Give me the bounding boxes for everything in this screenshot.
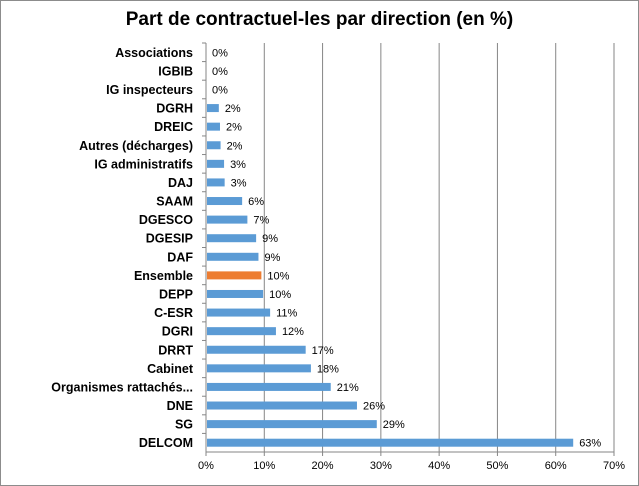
- bar: [207, 122, 220, 131]
- data-label: 2%: [227, 140, 243, 152]
- category-label: DGRI: [162, 325, 193, 339]
- category-label: IG administratifs: [94, 157, 193, 171]
- data-label: 10%: [267, 270, 289, 282]
- bar: [207, 327, 276, 336]
- x-tick-label: 0%: [198, 460, 214, 472]
- data-label: 29%: [383, 419, 405, 431]
- data-label: 0%: [212, 47, 228, 59]
- bar: [207, 197, 243, 206]
- category-label: Ensemble: [134, 269, 193, 283]
- bar: [207, 382, 331, 391]
- category-label: DREIC: [154, 120, 193, 134]
- category-label: DEPP: [159, 287, 193, 301]
- data-label: 10%: [269, 289, 291, 301]
- bar: [207, 159, 225, 168]
- data-label: 63%: [579, 438, 601, 450]
- bar: [207, 178, 225, 187]
- bar: [207, 401, 357, 410]
- category-label: DNE: [167, 399, 193, 413]
- data-label: 0%: [212, 84, 228, 96]
- data-label: 17%: [312, 345, 334, 357]
- category-label: DGESCO: [139, 213, 193, 227]
- data-label: 26%: [363, 401, 385, 413]
- bar: [207, 252, 259, 261]
- chart-title: Part de contractuel-les par direction (e…: [125, 9, 514, 30]
- data-label: 6%: [248, 196, 264, 208]
- category-label: DAF: [167, 250, 193, 264]
- category-label: IGBIB: [158, 64, 193, 78]
- bar: [207, 234, 257, 243]
- bar: [207, 141, 221, 150]
- x-tick-label: 40%: [428, 460, 450, 472]
- data-label: 11%: [276, 308, 297, 320]
- category-label: DGRH: [156, 102, 193, 116]
- data-label: 3%: [230, 159, 246, 171]
- category-label: DELCOM: [139, 436, 193, 450]
- data-label: 12%: [282, 326, 304, 338]
- category-label: Autres (décharges): [79, 139, 193, 153]
- category-label: Associations: [115, 46, 193, 60]
- bar: [207, 104, 219, 113]
- x-tick-label: 20%: [312, 460, 334, 472]
- x-tick-label: 10%: [253, 460, 275, 472]
- category-label: Cabinet: [147, 362, 194, 376]
- x-tick-label: 70%: [603, 460, 625, 472]
- category-label: DGESIP: [146, 232, 193, 246]
- data-label: 9%: [262, 233, 278, 245]
- category-label: DRRT: [158, 343, 193, 357]
- x-tick-label: 50%: [486, 460, 508, 472]
- data-label: 2%: [226, 122, 242, 134]
- category-label: IG inspecteurs: [106, 83, 193, 97]
- data-label: 0%: [212, 66, 228, 78]
- category-label: SAAM: [156, 195, 193, 209]
- bar: [207, 364, 311, 373]
- bar: [207, 420, 377, 429]
- data-label: 18%: [317, 363, 339, 375]
- bar: [207, 215, 248, 224]
- bar: [207, 289, 264, 298]
- data-label: 21%: [337, 382, 359, 394]
- x-tick-label: 30%: [370, 460, 392, 472]
- data-label: 2%: [225, 103, 241, 115]
- bar: [207, 345, 306, 354]
- category-label: Organismes rattachés...: [51, 380, 193, 394]
- category-label: DAJ: [168, 176, 193, 190]
- bar: [207, 271, 262, 280]
- category-label: SG: [175, 418, 193, 432]
- bar: [207, 308, 271, 317]
- category-label: C-ESR: [154, 306, 193, 320]
- x-tick-label: 60%: [545, 460, 567, 472]
- data-label: 7%: [253, 215, 269, 227]
- data-label: 3%: [231, 177, 247, 189]
- bar: [207, 438, 574, 447]
- data-label: 9%: [264, 252, 280, 264]
